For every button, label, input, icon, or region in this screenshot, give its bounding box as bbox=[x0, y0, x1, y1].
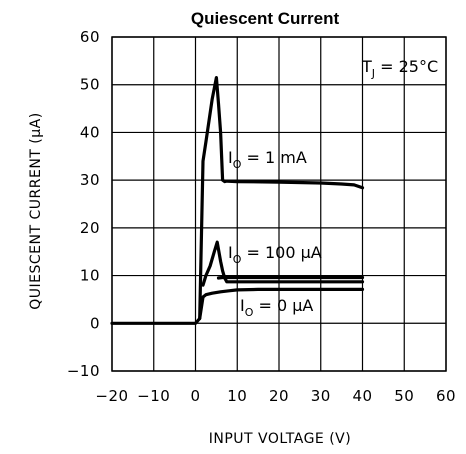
x-tick-labels: −20 −10 0 10 20 30 40 50 60 bbox=[95, 387, 456, 405]
x-tick-label: 10 bbox=[227, 387, 247, 405]
x-tick-label: 0 bbox=[190, 387, 200, 405]
series-line-2 bbox=[201, 240, 365, 287]
y-tick-label: 60 bbox=[80, 28, 100, 46]
grid bbox=[111, 36, 447, 372]
x-tick-label: −20 bbox=[95, 387, 128, 405]
annotations: TJ = 25°C IO = 1 mA IO = 100 µA IO = 0 µA bbox=[228, 57, 438, 319]
series-group bbox=[110, 76, 365, 325]
y-tick-label: 30 bbox=[80, 171, 100, 189]
annotation-label: IO = 100 µA bbox=[228, 243, 322, 266]
y-tick-label: 40 bbox=[80, 123, 100, 141]
annotation-label: TJ = 25°C bbox=[361, 57, 438, 80]
annotation-label: IO = 0 µA bbox=[240, 296, 313, 319]
y-tick-labels: −10 0 10 20 30 40 50 60 bbox=[67, 28, 100, 380]
series-line-4 bbox=[198, 287, 365, 321]
y-tick-label: 10 bbox=[80, 267, 100, 285]
x-tick-label: 60 bbox=[436, 387, 456, 405]
x-tick-label: 50 bbox=[394, 387, 414, 405]
x-tick-label: −10 bbox=[137, 387, 170, 405]
y-tick-label: 50 bbox=[80, 76, 100, 94]
y-tick-label: 0 bbox=[90, 314, 100, 332]
y-axis-label: QUIESCENT CURRENT (µA) bbox=[28, 112, 44, 309]
x-tick-label: 20 bbox=[269, 387, 289, 405]
y-tick-label: 20 bbox=[80, 219, 100, 237]
x-axis-label: INPUT VOLTAGE (V) bbox=[209, 431, 351, 447]
x-tick-label: 40 bbox=[352, 387, 372, 405]
annotation-label: IO = 1 mA bbox=[228, 148, 307, 171]
series-line-3 bbox=[216, 275, 365, 280]
series-line-1 bbox=[110, 76, 365, 325]
y-tick-label: −10 bbox=[67, 362, 100, 380]
chart-title: Quiescent Current bbox=[191, 9, 340, 28]
plot-frame bbox=[111, 36, 447, 372]
x-tick-label: 30 bbox=[311, 387, 331, 405]
